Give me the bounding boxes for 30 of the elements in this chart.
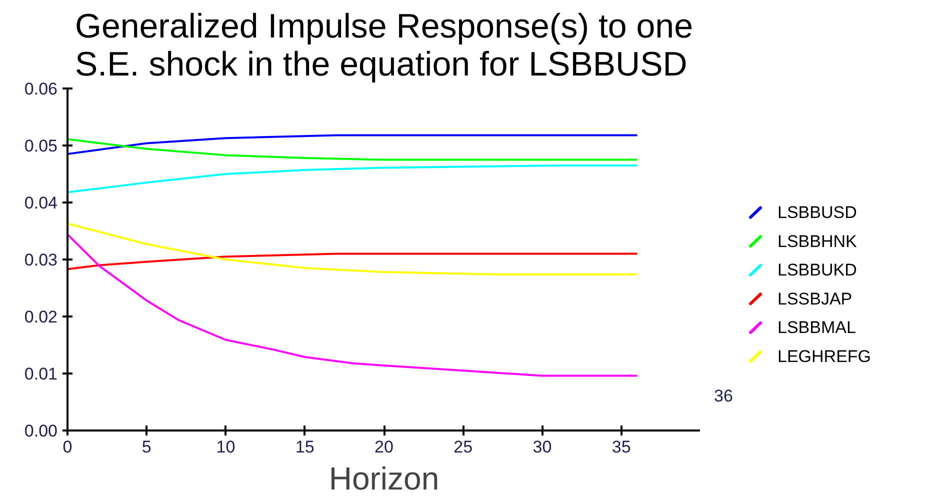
line-series bbox=[68, 233, 638, 377]
y-tick-label: 0.05 bbox=[24, 136, 58, 156]
x-tick-label: 25 bbox=[454, 438, 473, 456]
legend-label: LSBBMAL bbox=[778, 318, 856, 338]
line-series bbox=[68, 138, 638, 161]
y-tick-label: 0.04 bbox=[24, 194, 58, 212]
y-tick-label: 0.01 bbox=[24, 364, 58, 384]
x-tick-label: 35 bbox=[612, 438, 631, 456]
x-tick-label: 20 bbox=[374, 438, 394, 456]
y-tick-label: 0.02 bbox=[24, 308, 58, 326]
line-series bbox=[68, 252, 638, 270]
y-tick-label: 0.03 bbox=[24, 250, 58, 270]
y-tick-label: 0.06 bbox=[24, 80, 58, 98]
chart-title: Generalized Impulse Response(s) to one S.E. shock in the equation for LSBBUSD bbox=[75, 8, 694, 84]
line-series bbox=[68, 134, 638, 156]
line-series bbox=[68, 164, 638, 194]
legend-label: LSBBHNK bbox=[778, 232, 858, 251]
x-tick-label: 0 bbox=[62, 438, 72, 456]
x-axis-title: Horizon bbox=[328, 460, 440, 496]
x-tick-label: 5 bbox=[142, 438, 152, 456]
x-tick-label: 10 bbox=[216, 438, 236, 456]
legend-label: LEGHREFG bbox=[778, 346, 872, 366]
x-tick-label: 15 bbox=[295, 438, 314, 456]
x-tick-label: 30 bbox=[532, 438, 552, 456]
line-series bbox=[68, 222, 638, 276]
legend-label: LSBBUSD bbox=[778, 203, 857, 222]
text: 36 bbox=[714, 386, 733, 406]
legend-label: LSSBJAP bbox=[778, 289, 852, 308]
legend-label: LSBBUKD bbox=[778, 260, 857, 280]
y-tick-label: 0.00 bbox=[24, 422, 58, 440]
